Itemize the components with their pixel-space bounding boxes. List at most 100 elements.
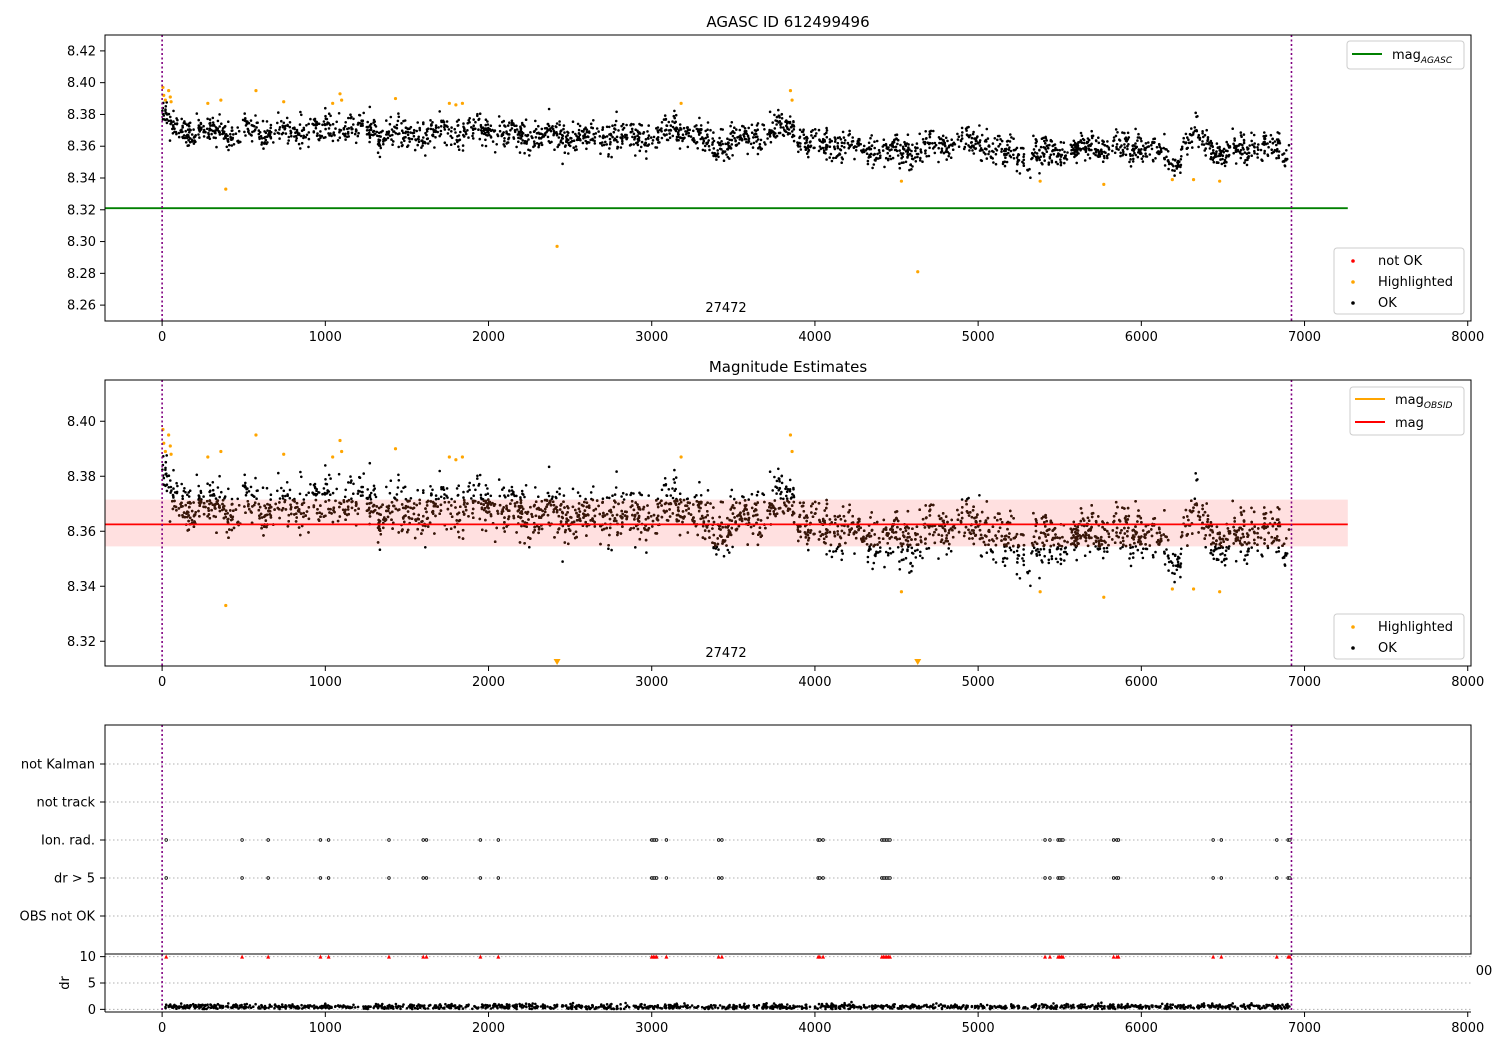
flag-event-marker xyxy=(421,838,425,842)
agasc-x-ticks: 0 1000 2000 3000 4000 5000 6000 7000 8000 xyxy=(158,321,1484,345)
highlighted-point xyxy=(916,270,920,274)
highlighted-point xyxy=(254,89,258,93)
highlighted-point xyxy=(224,187,228,191)
agasc-highlighted-points xyxy=(161,85,1222,274)
highlighted-point xyxy=(169,100,173,104)
highlighted-point xyxy=(1170,177,1174,182)
flag-event-marker xyxy=(1211,876,1215,880)
flag-event-marker xyxy=(720,876,724,880)
highlighted-point xyxy=(163,98,167,102)
x-tick-label: 7000 xyxy=(1288,1021,1321,1036)
x-tick-label: 5000 xyxy=(962,1021,995,1036)
highlighted-point xyxy=(169,452,173,456)
dr-clipped-marker xyxy=(478,954,483,959)
highlighted-point xyxy=(899,590,904,594)
dr-panel: 0 1000 2000 3000 4000 5000 6000 7000 8000 0 5 10 d… xyxy=(58,950,1492,1036)
flag-event-marker xyxy=(240,838,244,842)
flag-event-marker xyxy=(318,838,323,842)
flag-event-marker xyxy=(1111,838,1116,842)
flags-rows: not Kalman not track Ion. rad. dr > 5 OBS no… xyxy=(20,758,1471,925)
highlighted-point xyxy=(206,101,210,105)
dr-clipped-marker xyxy=(1274,954,1279,959)
flag-event-marker xyxy=(266,838,270,842)
dr-vertical-markers xyxy=(161,954,1293,1012)
x-tick-label: 2000 xyxy=(472,1021,505,1036)
magnitude-points-legend: Highlighted OK xyxy=(1333,613,1465,660)
flag-event-marker xyxy=(716,876,721,880)
legend-highlighted-label: Highlighted xyxy=(1378,275,1453,290)
legend-mag-agasc-subscript: AGASC xyxy=(1420,56,1453,66)
legend-not-ok-marker xyxy=(1351,259,1355,263)
highlighted-point xyxy=(167,89,171,93)
flags-events xyxy=(164,838,1292,880)
highlighted-point xyxy=(788,433,793,437)
legend-highlighted-marker-2 xyxy=(1351,625,1355,629)
highlighted-point xyxy=(163,449,167,454)
highlighted-point xyxy=(1218,590,1222,594)
agasc-y-ticks: 8.26 8.28 8.30 8.32 8.34 8.36 8.38 8.40 8.42 xyxy=(67,44,105,314)
legend-not-ok-label: not OK xyxy=(1378,254,1423,269)
dr-clipped-marker xyxy=(496,954,501,959)
flag-row-label: not Kalman xyxy=(21,758,95,773)
flag-event-marker xyxy=(164,838,168,842)
dr-clipped-marker xyxy=(664,954,669,959)
y-tick-label: 8.32 xyxy=(67,203,96,218)
dr-clipped-marker xyxy=(326,954,331,959)
dr-clipped-marker xyxy=(1287,954,1292,959)
highlighted-point xyxy=(162,441,166,445)
flag-event-marker xyxy=(164,876,168,880)
flag-event-marker xyxy=(318,876,323,880)
agasc-points-legend-box xyxy=(1333,247,1465,315)
flag-event-marker xyxy=(1043,838,1047,842)
agasc-line-legend-box xyxy=(1346,40,1465,70)
x-tick-label: 8000 xyxy=(1451,330,1484,345)
dr-y-ticks: 0 5 10 xyxy=(79,950,105,1018)
flag-event-marker xyxy=(716,838,721,842)
magnitude-points-legend-box xyxy=(1333,613,1465,660)
highlighted-point xyxy=(1191,177,1196,182)
highlighted-point xyxy=(162,93,166,97)
y-tick-label: 8.26 xyxy=(67,299,96,314)
flag-event-marker xyxy=(421,876,425,880)
dr-clipped-marker xyxy=(817,954,822,959)
x-tick-label: 7000 xyxy=(1288,675,1321,690)
highlighted-point xyxy=(790,449,794,454)
flag-event-marker xyxy=(1211,838,1215,842)
dr-clipped-marker xyxy=(1116,954,1121,959)
flag-event-marker xyxy=(664,876,669,880)
highlighted-point xyxy=(340,449,344,454)
highlighted-point xyxy=(224,603,228,608)
x-tick-label: 4000 xyxy=(798,1021,831,1036)
highlighted-point xyxy=(1102,182,1106,186)
flag-row-label: OBS not OK xyxy=(20,910,96,925)
flag-event-marker xyxy=(821,838,825,842)
flag-event-marker xyxy=(888,876,892,880)
x-tick-label: 0 xyxy=(158,675,166,690)
highlighted-point xyxy=(219,449,223,454)
x-tick-label: 6000 xyxy=(1125,675,1158,690)
x-tick-label: 8000 xyxy=(1451,1021,1484,1036)
x-tick-label: 8000 xyxy=(1451,675,1484,690)
dr-clipped-marker xyxy=(1211,954,1216,959)
flag-event-marker xyxy=(496,838,501,842)
y-tick-label: 8.34 xyxy=(67,580,96,595)
x-tick-label: 6000 xyxy=(1125,330,1158,345)
legend-ok-marker-2 xyxy=(1351,646,1355,650)
highlighted-point xyxy=(460,455,465,459)
dr-clipped-marker xyxy=(266,954,271,959)
magnitude-panel: Magnitude Estimates 27472 0 1000 2000 3000 4… xyxy=(67,358,1484,690)
highlighted-point xyxy=(1038,590,1042,594)
flags-panel: not Kalman not track Ion. rad. dr > 5 OBS no… xyxy=(20,724,1472,955)
highlighted-point xyxy=(1102,595,1106,599)
dr-points xyxy=(164,1000,1291,1011)
highlighted-point xyxy=(454,458,458,462)
x-tick-label: 2000 xyxy=(472,330,505,345)
highlighted-point xyxy=(555,244,559,248)
dr-clipped-marker xyxy=(821,954,826,959)
dr-clipped-marker xyxy=(1111,954,1116,959)
highlighted-point xyxy=(167,433,171,437)
highlighted-point xyxy=(679,101,683,105)
y-tick-label: 0 xyxy=(88,1003,96,1018)
dr-clipped-marker xyxy=(654,954,659,959)
